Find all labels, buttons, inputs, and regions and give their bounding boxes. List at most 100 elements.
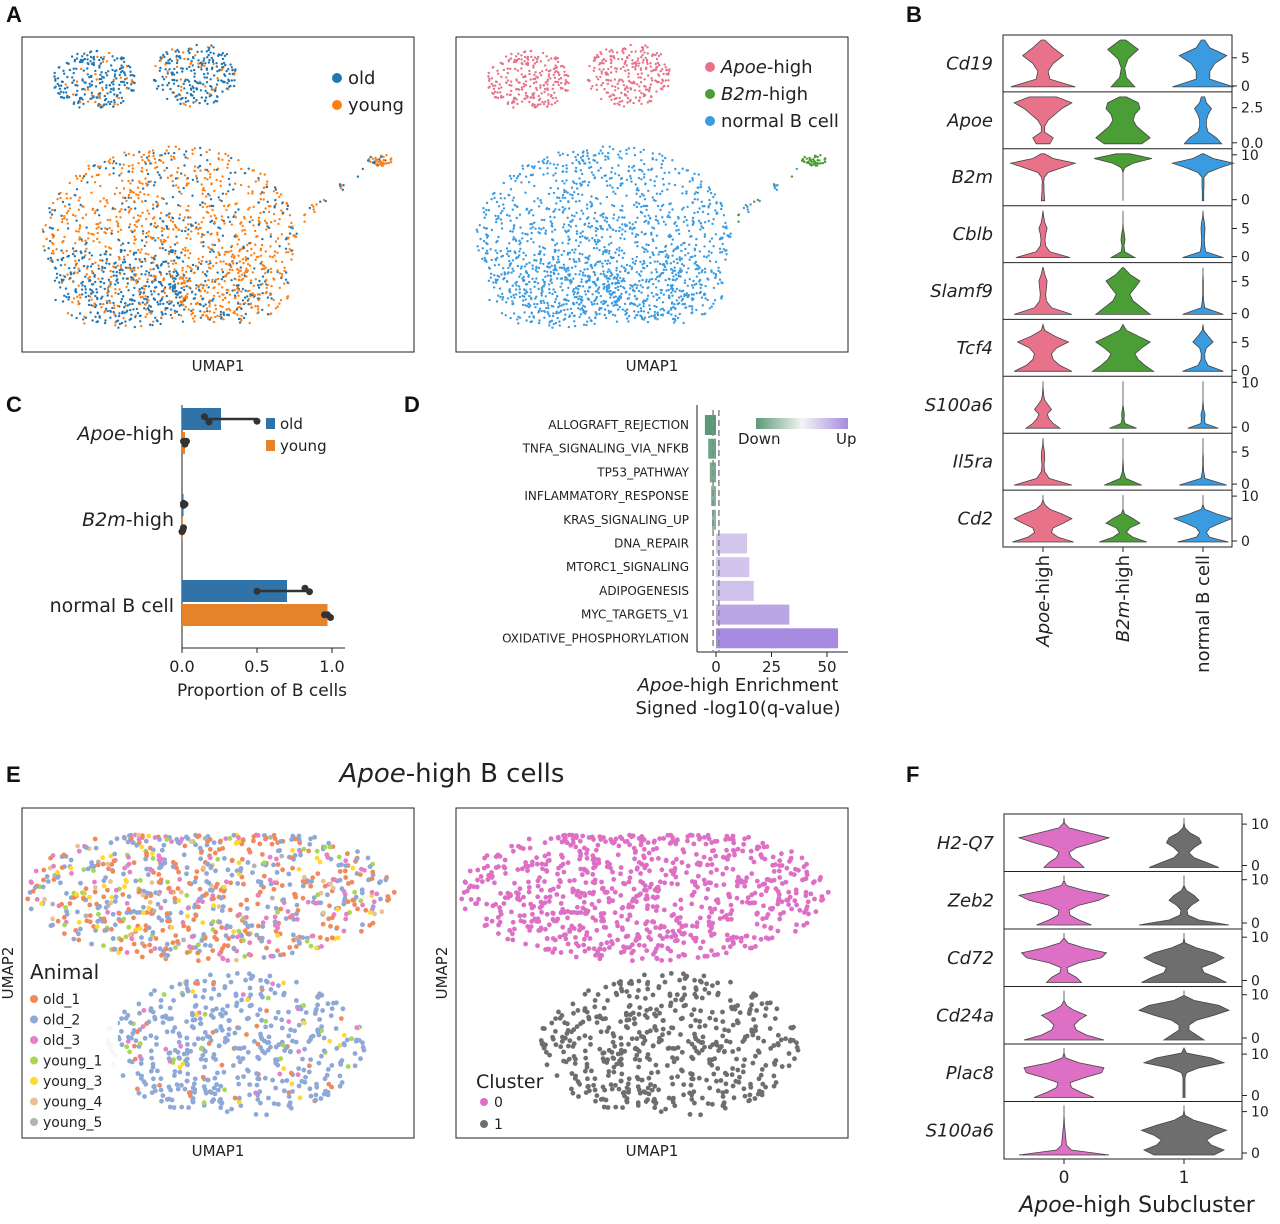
umap-group-cell bbox=[511, 101, 514, 105]
umap-group-cell bbox=[532, 66, 535, 69]
umap-group-cell bbox=[677, 217, 680, 220]
umap-group-cell bbox=[557, 249, 560, 252]
umap-age-cell bbox=[141, 232, 145, 235]
umap-group-cell bbox=[714, 209, 717, 212]
umap-animal-cell bbox=[89, 941, 94, 947]
umap-group-cell bbox=[599, 225, 603, 228]
umap-group-cell bbox=[674, 279, 677, 282]
panel-e-title: Apoe-high B cells bbox=[338, 759, 565, 789]
umap-group-cell bbox=[519, 241, 522, 244]
umap-age-cell bbox=[86, 67, 89, 70]
umap-age-cell bbox=[199, 82, 202, 85]
umap-age-cell bbox=[95, 320, 98, 324]
umap-age-cell bbox=[245, 267, 248, 270]
umap-group-cell bbox=[493, 286, 496, 289]
umap-age-cell bbox=[232, 262, 235, 265]
umap-group-cell bbox=[568, 207, 571, 210]
umap-age-cell bbox=[117, 292, 120, 296]
umap-age-cell bbox=[192, 56, 195, 60]
umap-age-cell bbox=[126, 304, 129, 307]
umap-group-cell bbox=[625, 64, 628, 67]
umap-age-cell bbox=[95, 227, 98, 230]
umap-group-cell bbox=[586, 152, 589, 155]
umap-age-cell bbox=[254, 305, 257, 308]
umap-age-cell bbox=[147, 235, 150, 238]
umap-age-cell bbox=[120, 208, 123, 211]
umap-group-cell bbox=[488, 298, 491, 302]
umap-group-cell bbox=[562, 226, 565, 229]
umap-group-cell bbox=[581, 274, 585, 277]
umap-age-cell bbox=[65, 211, 69, 215]
umap-group-cell bbox=[635, 255, 638, 259]
umap-age-cell bbox=[214, 88, 217, 91]
umap-group-cell bbox=[629, 43, 632, 47]
umap-age-cell bbox=[191, 290, 194, 293]
umap-age-cell bbox=[140, 248, 143, 251]
umap-age-cell bbox=[145, 270, 148, 273]
umap-group-cell bbox=[634, 68, 637, 71]
umap-group-cell bbox=[696, 210, 699, 214]
umap-age-cell bbox=[172, 228, 175, 231]
umap-age-cell bbox=[225, 291, 229, 295]
umap-age-cell bbox=[120, 64, 123, 67]
umap-group-cell bbox=[694, 191, 698, 194]
umap-age-cell bbox=[129, 308, 132, 312]
umap-group-cell bbox=[631, 166, 634, 169]
umap-age-cell bbox=[210, 56, 213, 60]
umap-age-cell bbox=[80, 238, 83, 241]
umap-group-cell bbox=[645, 278, 648, 281]
umap-group-cell bbox=[606, 82, 610, 86]
umap-group-cell bbox=[618, 156, 621, 159]
umap-age-cell bbox=[265, 183, 268, 186]
umap-age-cell bbox=[223, 74, 227, 78]
umap-age-cell bbox=[246, 257, 250, 260]
umap-group-cell bbox=[620, 58, 624, 61]
umap-age-cell bbox=[144, 199, 147, 203]
umap-group-cell bbox=[692, 293, 695, 296]
umap-age-cell bbox=[53, 209, 56, 212]
umap-group-cell bbox=[508, 214, 511, 218]
umap-group-cell bbox=[604, 59, 608, 63]
umap-age-cell bbox=[110, 295, 114, 298]
umap-group-cell bbox=[693, 211, 696, 215]
legend-young-marker bbox=[332, 100, 342, 110]
umap-animal-cell bbox=[267, 854, 273, 860]
umap-age-cell bbox=[65, 96, 69, 99]
umap-group-cell bbox=[700, 180, 703, 183]
umap-age-cell bbox=[138, 277, 141, 280]
umap-group-cell bbox=[511, 300, 514, 303]
umap-age-cell bbox=[128, 223, 132, 226]
umap-age-cell bbox=[225, 288, 228, 292]
umap-group-cell bbox=[643, 250, 646, 254]
umap-group-cell bbox=[549, 162, 552, 165]
umap-group-cell bbox=[589, 226, 592, 229]
umap-age-cell bbox=[101, 266, 104, 270]
umap-group-cell bbox=[596, 78, 600, 81]
umap-group-cell bbox=[647, 243, 650, 247]
umap-age-cell bbox=[129, 74, 132, 77]
umap-age-cell bbox=[222, 260, 225, 263]
umap-group-cell bbox=[673, 303, 676, 306]
umap-age-cell bbox=[269, 267, 273, 270]
umap-group-cell bbox=[517, 322, 520, 325]
umap-group-cell bbox=[639, 168, 643, 172]
umap-group-cell bbox=[524, 292, 527, 295]
umap-age-cell bbox=[90, 254, 94, 257]
umap-age-cell bbox=[147, 308, 151, 312]
umap-group-cell bbox=[805, 161, 809, 164]
umap-group-cell bbox=[569, 282, 572, 285]
umap-group-cell bbox=[547, 306, 550, 310]
umap-group-cell bbox=[536, 270, 539, 273]
umap-group-cell bbox=[650, 233, 653, 236]
umap-age-cell bbox=[59, 196, 62, 200]
umap-age-cell bbox=[169, 87, 172, 91]
umap-age-cell bbox=[193, 297, 197, 300]
umap-group-cell bbox=[651, 157, 654, 160]
umap-age-cell bbox=[204, 168, 207, 171]
umap-group-cell bbox=[618, 229, 621, 233]
umap-age-cell bbox=[130, 79, 134, 82]
umap-age-cell bbox=[56, 258, 59, 262]
umap-age-cell bbox=[219, 260, 222, 263]
umap-age-cell bbox=[64, 287, 68, 290]
